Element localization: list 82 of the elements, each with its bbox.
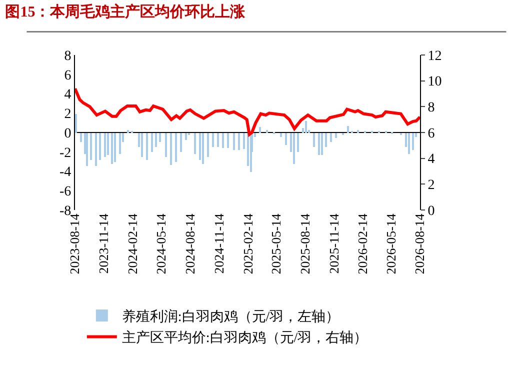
- y-tick-label: 4: [64, 88, 72, 103]
- line-series: [75, 87, 420, 136]
- bar: [90, 133, 92, 160]
- bar: [325, 133, 327, 147]
- bar: [127, 130, 129, 133]
- x-tick-label: 2025-11-14: [326, 213, 342, 274]
- y-tick-label: -2: [60, 146, 72, 161]
- bar: [227, 133, 229, 148]
- bar: [330, 133, 332, 142]
- bar: [321, 133, 323, 155]
- y-tick-label: 2: [64, 107, 72, 122]
- bar: [75, 114, 77, 133]
- bar: [243, 133, 245, 149]
- bar: [412, 133, 414, 150]
- bar: [155, 133, 157, 147]
- x-tick-label: 2024-11-14: [211, 213, 226, 274]
- legend-label: 主产区平均价:白羽肉鸡（元/羽，右轴）: [122, 330, 368, 346]
- bar: [347, 126, 349, 133]
- bar: [222, 133, 224, 148]
- bar: [212, 133, 214, 147]
- bar: [95, 133, 97, 166]
- bar: [285, 133, 287, 145]
- bar: [165, 133, 167, 157]
- bar: [107, 133, 109, 155]
- y2-tick-label: 6: [428, 126, 435, 142]
- y-tick-label: 6: [64, 68, 72, 84]
- bar: [119, 133, 121, 154]
- x-tick-label: 2026-05-14: [383, 213, 398, 274]
- bar: [318, 133, 320, 155]
- y2-tick-label: 10: [428, 74, 442, 90]
- bar: [185, 133, 187, 140]
- bar: [266, 130, 268, 133]
- y-tick-label: -4: [60, 165, 72, 180]
- bar: [293, 133, 295, 164]
- bar: [151, 133, 153, 152]
- bar: [280, 133, 282, 137]
- y2-tick-label: 2: [428, 178, 435, 194]
- y-tick-label: 8: [64, 48, 72, 64]
- bar: [202, 133, 204, 164]
- bar: [159, 133, 161, 142]
- bar: [408, 133, 410, 154]
- bar: [170, 133, 172, 165]
- bar: [305, 121, 307, 133]
- bar: [357, 130, 359, 133]
- bar: [175, 133, 177, 162]
- bar: [217, 133, 219, 147]
- bar: [86, 133, 88, 166]
- bar: [238, 133, 240, 150]
- x-tick-label: 2025-02-14: [240, 213, 256, 274]
- x-tick-label: 2024-08-14: [182, 213, 198, 274]
- y-tick-label: -8: [60, 204, 72, 219]
- bar: [104, 133, 106, 157]
- y-tick-label: 0: [64, 126, 72, 142]
- x-tick-label: 2023-11-14: [96, 213, 112, 274]
- bar: [194, 133, 196, 154]
- bar: [313, 133, 315, 147]
- chart-title: 图15：本周毛鸡主产区均价环比上涨: [5, 2, 246, 20]
- bar: [111, 133, 113, 164]
- bar: [259, 127, 261, 133]
- legend-label: 养殖利润:白羽肉鸡（元/羽，左轴）: [122, 308, 340, 325]
- x-tick-label: 2026-02-14: [355, 213, 370, 274]
- y-tick-label: -6: [60, 184, 72, 200]
- bar: [335, 133, 337, 138]
- y2-tick-label: 12: [428, 48, 442, 64]
- x-tick-label: 2025-05-14: [268, 213, 284, 274]
- bar: [146, 133, 148, 160]
- x-tick-label: 2024-02-14: [125, 213, 140, 274]
- x-tick-label: 2026-08-14: [412, 213, 428, 274]
- x-tick-label: 2025-08-14: [297, 213, 312, 274]
- y2-tick-label: 8: [428, 100, 435, 116]
- bar: [114, 133, 116, 162]
- bar: [180, 133, 182, 152]
- bar: [233, 133, 235, 150]
- bar: [199, 133, 201, 160]
- bar: [207, 133, 209, 157]
- y2-tick-label: 4: [428, 152, 435, 168]
- bar: [80, 133, 82, 142]
- x-tick-label: 2024-05-14: [153, 213, 168, 274]
- y2-tick-label: 0: [428, 204, 435, 219]
- bar: [99, 133, 101, 160]
- bar: [297, 133, 299, 152]
- bar: [141, 133, 143, 157]
